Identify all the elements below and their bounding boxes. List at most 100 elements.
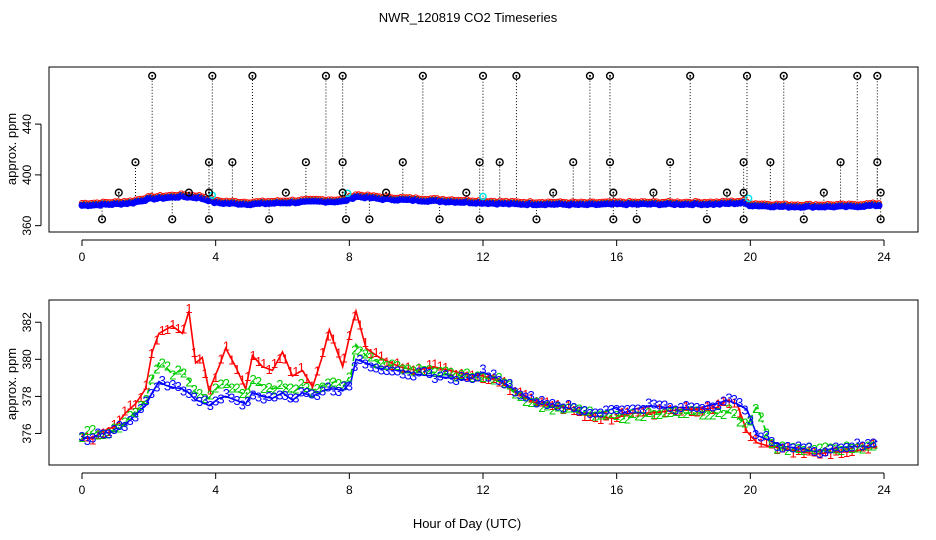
top-spike-marker-core: [478, 218, 481, 221]
top-spike-marker-core: [344, 218, 347, 221]
bottom-series-marker-3: 3: [725, 391, 732, 406]
bottom-series-marker-3: 3: [201, 392, 208, 407]
bottom-series-marker-3: 3: [356, 352, 363, 367]
bottom-series-marker-2: 2: [89, 422, 96, 437]
bottom-series-marker-3: 3: [351, 359, 358, 374]
bottom-series-marker-2: 2: [191, 382, 198, 397]
top-spike-marker-core: [725, 191, 728, 194]
bottom-series-marker-3: 3: [704, 398, 711, 413]
bottom-series-marker-3: 3: [741, 402, 748, 417]
bottom-series-marker-3: 3: [185, 386, 192, 401]
bottom-series-marker-3: 3: [565, 397, 572, 412]
bottom-series-marker-2: 2: [362, 346, 369, 361]
bottom-series-marker-2: 2: [474, 369, 481, 384]
bottom-series-marker-3: 3: [789, 440, 796, 455]
bottom-series-marker-2: 2: [410, 364, 417, 379]
top-spike-marker: [853, 71, 862, 80]
bottom-series-marker-3: 3: [89, 431, 96, 446]
bottom-series-marker-1: 1: [164, 322, 171, 337]
bottom-series-marker-3: 3: [870, 435, 877, 450]
bottom-series-marker-2: 2: [356, 344, 363, 359]
bottom-series-marker-1: 1: [148, 346, 155, 361]
bottom-series-marker-3: 3: [688, 400, 695, 415]
bottom-series-marker-2: 2: [308, 385, 315, 400]
bottom-series-marker-3: 3: [474, 370, 481, 385]
bottom-series-marker-1: 1: [864, 442, 871, 457]
bottom-series-marker-2: 2: [618, 411, 625, 426]
top-spike-marker-core: [401, 161, 404, 164]
bottom-series-marker-2: 2: [437, 364, 444, 379]
bottom-series-marker-2: 2: [693, 404, 700, 419]
bottom-series-marker-2: 2: [249, 372, 256, 387]
top-spike-marker: [338, 188, 347, 197]
bottom-series-marker-2: 2: [485, 370, 492, 385]
bottom-series-marker-1: 1: [346, 328, 353, 343]
top-spike-marker: [873, 158, 882, 167]
bottom-series-marker-1: 1: [437, 359, 444, 374]
top-spike-marker-core: [304, 161, 307, 164]
bottom-series-marker-2: 2: [367, 350, 374, 365]
bottom-y-axis: 376 378 380 382: [20, 312, 42, 443]
bottom-series-marker-3: 3: [645, 395, 652, 410]
bottom-series-marker-2: 2: [223, 376, 230, 391]
bottom-series-marker-2: 2: [688, 403, 695, 418]
top-spike-marker-core: [134, 161, 137, 164]
bottom-series-marker-2: 2: [255, 374, 262, 389]
bottom-series-marker-2: 2: [394, 358, 401, 373]
top-spike-marker-core: [689, 74, 692, 77]
bottom-series-marker-1: 1: [570, 403, 577, 418]
top-spike-marker: [495, 158, 504, 167]
bottom-y-axis-label: approx. ppm: [4, 348, 19, 420]
bottom-series-marker-1: 1: [506, 383, 513, 398]
top-spike-marker: [632, 215, 641, 224]
bottom-series-marker-1: 1: [699, 403, 706, 418]
bottom-x-tick-label: 24: [877, 483, 891, 497]
top-point-cyan: [744, 194, 753, 203]
bottom-y-tick-label: 380: [20, 349, 34, 369]
top-spike-marker: [475, 215, 484, 224]
bottom-series-marker-2: 2: [148, 371, 155, 386]
top-spike-marker: [204, 215, 214, 224]
bottom-series-marker-1: 1: [672, 403, 679, 418]
bottom-series-marker-2: 2: [388, 356, 395, 371]
bottom-series-marker-1: 1: [715, 396, 722, 411]
top-y-axis: 360 400 440: [20, 114, 42, 236]
top-spike-marker: [722, 188, 732, 197]
bottom-series-marker-2: 2: [463, 365, 470, 380]
top-spike-marker-core: [207, 191, 210, 194]
top-spike-marker-core: [211, 74, 214, 77]
bottom-series-marker-2: 2: [303, 380, 310, 395]
bottom-series-marker-2: 2: [640, 409, 647, 424]
bottom-series-marker-3: 3: [335, 384, 342, 399]
bottom-series-marker-2: 2: [164, 359, 171, 374]
top-spike-marker: [605, 158, 615, 167]
bottom-series-marker-2: 2: [335, 376, 342, 391]
bottom-series-marker-1: 1: [843, 445, 850, 460]
bottom-series-marker-2: 2: [720, 407, 727, 422]
bottom-series-marker-3: 3: [292, 391, 299, 406]
bottom-series: 1111111111111111111111111111111111111111…: [78, 301, 878, 462]
bottom-series-marker-2: 2: [137, 398, 144, 413]
bottom-series-marker-2: 2: [287, 380, 294, 395]
bottom-series-marker-1: 1: [768, 436, 775, 451]
bottom-series-marker-1: 1: [784, 439, 791, 454]
bottom-series-marker-1: 1: [431, 357, 438, 372]
top-spike-marker: [398, 158, 407, 167]
bottom-series-marker-1: 1: [143, 378, 150, 393]
bottom-series-marker-2: 2: [378, 355, 385, 370]
top-spike-marker-core: [117, 191, 120, 194]
bottom-series-marker-1: 1: [854, 441, 861, 456]
bottom-series-marker-2: 2: [699, 407, 706, 422]
bottom-series-marker-3: 3: [709, 399, 716, 414]
top-spike-marker-core: [745, 74, 748, 77]
bottom-series-marker-3: 3: [624, 402, 631, 417]
bottom-series-marker-2: 2: [511, 387, 518, 402]
bottom-series-marker-1: 1: [314, 364, 321, 379]
bottom-series-marker-1: 1: [415, 360, 422, 375]
bottom-series-marker-2: 2: [581, 404, 588, 419]
bottom-series-marker-2: 2: [672, 404, 679, 419]
bottom-series-marker-2: 2: [683, 406, 690, 421]
bottom-series-marker-2: 2: [442, 364, 449, 379]
top-spike-marker: [585, 71, 595, 80]
